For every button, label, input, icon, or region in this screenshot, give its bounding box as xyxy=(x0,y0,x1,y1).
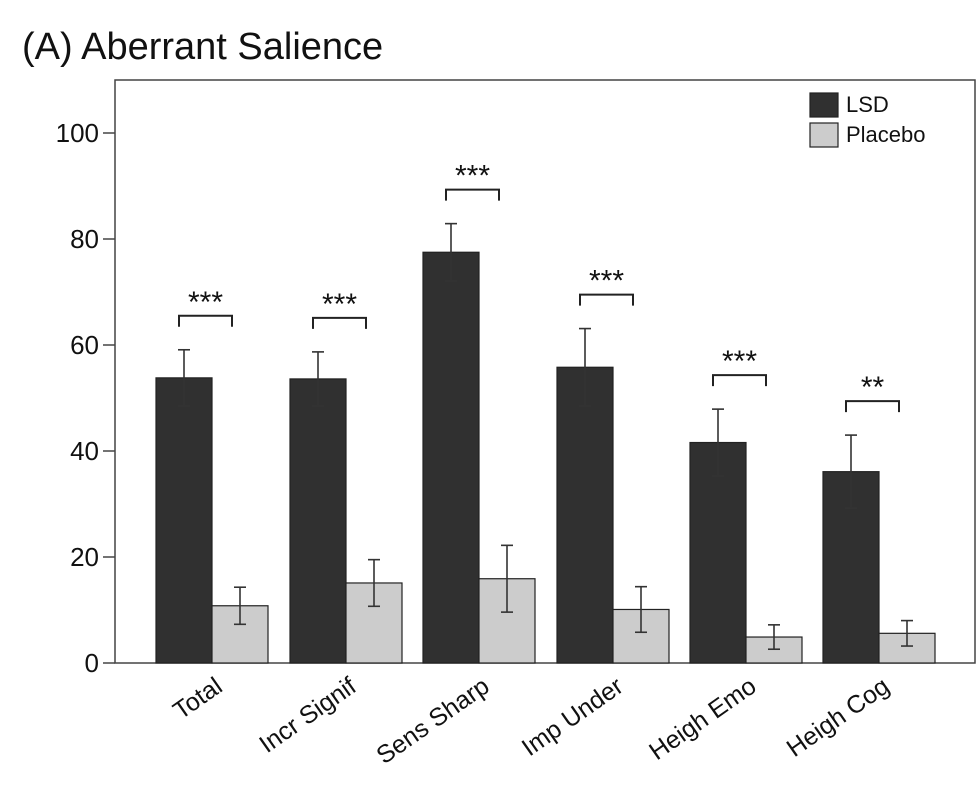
significance-bracket xyxy=(712,374,767,387)
y-axis: 0 20 40 60 80 100 xyxy=(56,118,115,678)
x-category-label: Sens Sharp xyxy=(371,672,494,770)
bars-group xyxy=(155,251,936,664)
significance-label: *** xyxy=(722,345,757,378)
bar-lsd-heigh-emo xyxy=(689,441,747,664)
y-tick-label: 20 xyxy=(70,542,99,572)
bar-lsd-total xyxy=(155,377,213,664)
x-category-label: Imp Under xyxy=(517,672,629,762)
significance-bracket xyxy=(579,293,634,306)
x-category-label: Total xyxy=(168,672,227,725)
significance-bracket xyxy=(312,316,367,329)
legend-label-placebo[interactable]: Placebo xyxy=(846,122,926,147)
chart-title: (A) Aberrant Salience xyxy=(22,26,384,68)
significance-label: *** xyxy=(455,160,490,193)
legend[interactable]: LSD Placebo xyxy=(809,92,926,148)
significance-label: *** xyxy=(322,288,357,321)
y-tick-label: 80 xyxy=(70,224,99,254)
legend-swatch-lsd[interactable] xyxy=(809,92,839,118)
y-tick-label: 60 xyxy=(70,330,99,360)
bar-lsd-incr-signif xyxy=(289,378,347,664)
significance-bracket xyxy=(178,314,233,327)
plot-frame xyxy=(114,79,976,664)
x-category-label: Heigh Emo xyxy=(644,672,761,766)
significance-label: *** xyxy=(589,265,624,298)
x-category-label: Incr Signif xyxy=(254,672,361,759)
error-bars-group xyxy=(178,222,913,651)
bar-lsd-sens-sharp xyxy=(422,251,480,664)
significance-bracket xyxy=(845,400,900,413)
significance-group: *** ************** xyxy=(178,160,900,413)
significance-bracket xyxy=(445,188,500,201)
x-axis-labels: Total Incr Signif Sens Sharp Imp Under Heigh… xyxy=(168,672,894,770)
significance-label: *** xyxy=(188,286,223,319)
y-tick-label: 0 xyxy=(85,648,99,678)
y-tick-label: 100 xyxy=(56,118,99,148)
x-category-label: Heigh Cog xyxy=(782,672,895,763)
y-tick-label: 40 xyxy=(70,436,99,466)
legend-label-lsd[interactable]: LSD xyxy=(846,92,889,117)
legend-swatch-placebo[interactable] xyxy=(809,122,839,148)
significance-label: ** xyxy=(861,371,885,404)
bar-lsd-imp-under xyxy=(556,366,614,664)
